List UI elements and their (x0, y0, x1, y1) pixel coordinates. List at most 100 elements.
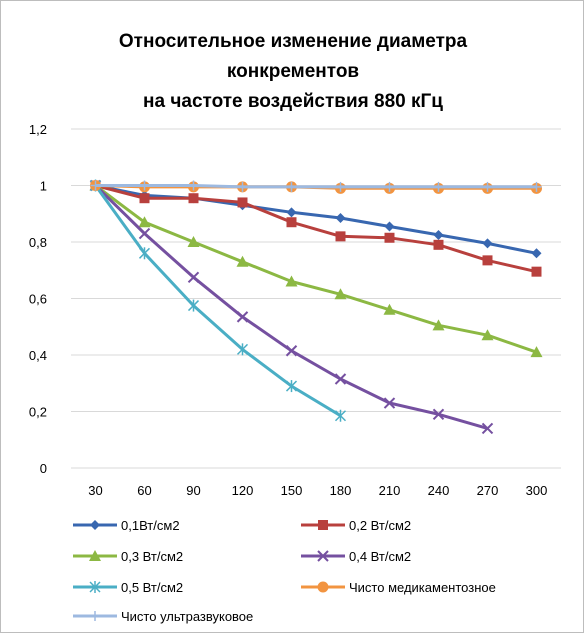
x-tick-label: 120 (232, 483, 254, 498)
y-axis-tick-labels: 0 0,2 0,4 0,6 0,8 1 1,2 (29, 122, 47, 476)
legend-label: Чисто медикаментозное (349, 580, 496, 595)
data-point (139, 180, 150, 191)
data-point (139, 193, 150, 204)
y-tick-label: 0 (40, 461, 47, 476)
x-tick-label: 90 (186, 483, 200, 498)
data-point (286, 207, 297, 218)
data-point (90, 520, 100, 530)
data-point (531, 181, 542, 192)
chart-title: Относительное изменение диаметра конкрем… (119, 31, 468, 112)
chart-title-line-1: Относительное изменение диаметра (119, 31, 468, 52)
data-point (187, 271, 200, 284)
legend-item: 0,4 Вт/см2 (301, 549, 411, 564)
data-point (285, 275, 298, 287)
legend-label: 0,5 Вт/см2 (121, 580, 183, 595)
legend-item: 0,3 Вт/см2 (73, 549, 183, 564)
data-point (530, 346, 543, 358)
series-line (95, 184, 537, 274)
data-point (335, 181, 346, 192)
series-1 (90, 180, 542, 277)
data-point (317, 550, 329, 562)
y-tick-label: 0,2 (29, 405, 47, 420)
data-point (90, 611, 100, 621)
data-point (236, 255, 249, 267)
data-point (481, 422, 494, 435)
data-point (482, 238, 493, 249)
data-point (236, 343, 249, 356)
y-tick-label: 1 (40, 179, 47, 194)
legend-label: 0,1Вт/см2 (121, 518, 180, 533)
data-point (188, 180, 199, 191)
legend-label: 0,4 Вт/см2 (349, 549, 411, 564)
x-tick-label: 60 (137, 483, 151, 498)
series-line (95, 184, 537, 255)
data-point (237, 181, 248, 192)
data-point (384, 221, 395, 232)
series-6 (90, 180, 542, 192)
data-point (237, 197, 248, 208)
data-point (384, 232, 395, 243)
legend-item: 0,5 Вт/см2 (73, 580, 183, 595)
data-point (335, 212, 346, 223)
data-point (188, 193, 199, 204)
data-point (89, 581, 101, 593)
data-point (531, 248, 542, 259)
x-tick-label: 300 (526, 483, 548, 498)
data-point (383, 397, 396, 409)
data-point (335, 231, 346, 242)
data-point (138, 216, 151, 228)
data-point (187, 299, 200, 312)
data-point (482, 255, 493, 266)
y-tick-label: 0,8 (29, 235, 47, 250)
x-tick-label: 270 (477, 483, 499, 498)
data-point (285, 380, 298, 393)
legend-label: Чисто ультразвуковое (121, 609, 253, 624)
legend-item: 0,1Вт/см2 (73, 518, 180, 533)
data-point (90, 180, 101, 191)
data-point (433, 229, 444, 240)
series-lines (89, 179, 543, 435)
chart-title-line-3: на частоте воздействия 880 кГц (143, 91, 443, 112)
data-point (334, 373, 347, 385)
legend-item: 0,2 Вт/см2 (301, 518, 411, 533)
legend-label: 0,3 Вт/см2 (121, 549, 183, 564)
data-point (334, 409, 347, 422)
x-tick-label: 180 (330, 483, 352, 498)
legend-item: Чисто медикаментозное (301, 580, 496, 595)
series-4 (89, 179, 347, 422)
x-tick-label: 30 (88, 483, 102, 498)
series-line (95, 184, 537, 189)
x-tick-label: 150 (281, 483, 303, 498)
data-point (432, 408, 445, 421)
data-point (285, 345, 298, 357)
series-line (94, 184, 342, 417)
y-tick-label: 0,6 (29, 292, 47, 307)
data-point (138, 247, 151, 260)
data-point (286, 181, 297, 192)
data-point (286, 217, 297, 228)
x-axis-tick-labels: 30 60 90 120 150 180 210 240 270 300 (88, 483, 547, 498)
data-point (334, 288, 347, 300)
data-point (317, 581, 329, 593)
legend-item: Чисто ультразвуковое (73, 609, 253, 624)
chart-title-line-2: конкрементов (227, 61, 359, 82)
data-point (318, 520, 328, 530)
x-tick-label: 240 (428, 483, 450, 498)
data-point (384, 181, 395, 192)
data-point (531, 266, 542, 277)
data-point (89, 550, 101, 561)
series-line (94, 184, 537, 354)
legend-label: 0,2 Вт/см2 (349, 518, 411, 533)
data-point (433, 181, 444, 192)
y-tick-label: 1,2 (29, 122, 47, 137)
data-point (236, 311, 249, 323)
legend: 0,1Вт/см2 0,2 Вт/см2 0,3 Вт/см2 0,4 Вт/см2 0… (73, 518, 496, 624)
data-point (482, 181, 493, 192)
data-point (138, 227, 151, 240)
data-point (432, 319, 445, 331)
gridlines (71, 128, 561, 469)
data-point (383, 303, 396, 315)
data-point (481, 329, 494, 341)
